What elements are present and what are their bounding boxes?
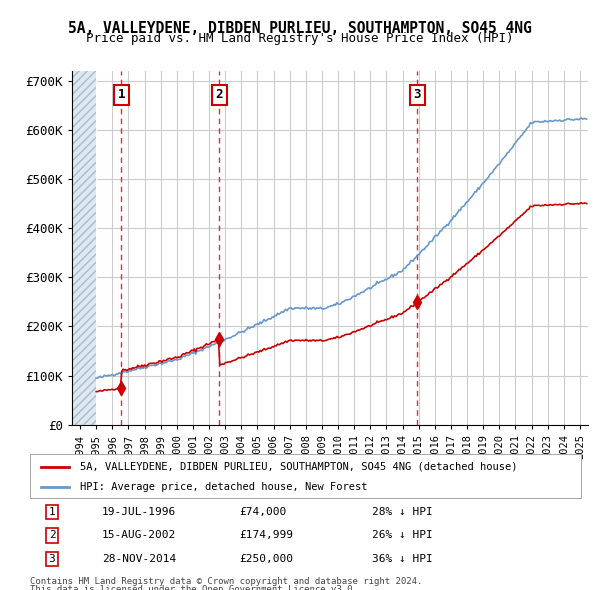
Bar <box>72 71 96 425</box>
Text: 1: 1 <box>118 88 125 101</box>
Text: Price paid vs. HM Land Registry's House Price Index (HPI): Price paid vs. HM Land Registry's House … <box>86 32 514 45</box>
Text: 5A, VALLEYDENE, DIBDEN PURLIEU, SOUTHAMPTON, SO45 4NG: 5A, VALLEYDENE, DIBDEN PURLIEU, SOUTHAMP… <box>68 21 532 35</box>
Text: 2: 2 <box>215 88 223 101</box>
Text: 26% ↓ HPI: 26% ↓ HPI <box>372 530 433 540</box>
Text: 3: 3 <box>49 554 55 564</box>
Text: 28% ↓ HPI: 28% ↓ HPI <box>372 507 433 517</box>
Text: £174,999: £174,999 <box>240 530 294 540</box>
Text: This data is licensed under the Open Government Licence v3.0.: This data is licensed under the Open Gov… <box>30 585 358 590</box>
Text: £74,000: £74,000 <box>240 507 287 517</box>
Text: 15-AUG-2002: 15-AUG-2002 <box>102 530 176 540</box>
Text: 3: 3 <box>413 88 421 101</box>
Text: Contains HM Land Registry data © Crown copyright and database right 2024.: Contains HM Land Registry data © Crown c… <box>30 577 422 586</box>
Text: 28-NOV-2014: 28-NOV-2014 <box>102 554 176 564</box>
FancyBboxPatch shape <box>30 454 582 499</box>
Text: 1: 1 <box>49 507 55 517</box>
Text: 19-JUL-1996: 19-JUL-1996 <box>102 507 176 517</box>
Text: £250,000: £250,000 <box>240 554 294 564</box>
Text: HPI: Average price, detached house, New Forest: HPI: Average price, detached house, New … <box>80 483 367 493</box>
Text: 5A, VALLEYDENE, DIBDEN PURLIEU, SOUTHAMPTON, SO45 4NG (detached house): 5A, VALLEYDENE, DIBDEN PURLIEU, SOUTHAMP… <box>80 462 517 471</box>
Text: 36% ↓ HPI: 36% ↓ HPI <box>372 554 433 564</box>
Text: 2: 2 <box>49 530 55 540</box>
